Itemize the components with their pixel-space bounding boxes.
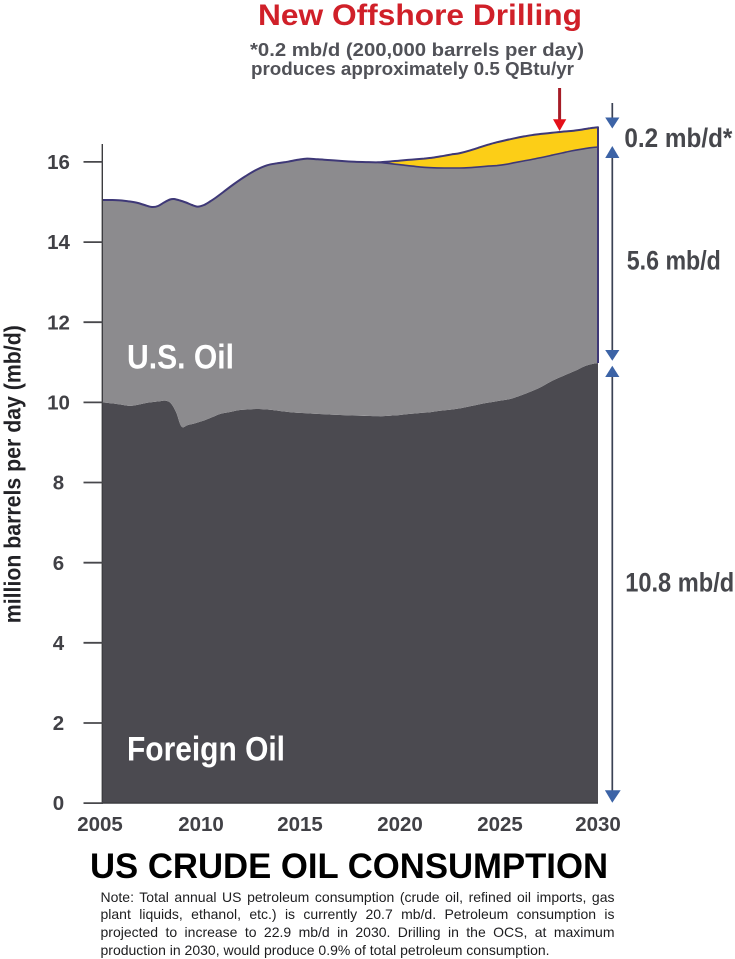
svg-text:5.6 mb/d: 5.6 mb/d (627, 246, 721, 276)
svg-text:10.8 mb/d: 10.8 mb/d (625, 568, 734, 598)
svg-text:2020: 2020 (377, 813, 423, 836)
svg-text:U.S. Oil: U.S. Oil (127, 339, 234, 377)
svg-text:produces approximately 0.5 QBt: produces approximately 0.5 QBtu/yr (251, 58, 574, 79)
svg-text:million barrels per day (mb/d): million barrels per day (mb/d) (0, 325, 26, 623)
svg-text:2: 2 (53, 712, 64, 735)
svg-text:4: 4 (53, 632, 65, 655)
svg-text:*0.2 mb/d (200,000 barrels per: *0.2 mb/d (200,000 barrels per day) (250, 39, 584, 60)
svg-text:2030: 2030 (575, 813, 621, 836)
svg-text:10: 10 (47, 392, 70, 415)
svg-text:2005: 2005 (77, 813, 123, 836)
svg-text:16: 16 (47, 151, 70, 174)
svg-text:2010: 2010 (178, 813, 224, 836)
svg-text:US CRUDE OIL CONSUMPTION: US CRUDE OIL CONSUMPTION (90, 847, 608, 886)
svg-text:14: 14 (47, 231, 70, 254)
svg-text:Foreign Oil: Foreign Oil (127, 731, 285, 769)
svg-text:6: 6 (53, 552, 64, 575)
svg-text:2025: 2025 (477, 813, 523, 836)
svg-text:0.2 mb/d*: 0.2 mb/d* (624, 123, 732, 153)
svg-text:0: 0 (53, 792, 64, 815)
svg-text:2015: 2015 (277, 813, 323, 836)
svg-text:New Offshore Drilling: New Offshore Drilling (258, 0, 582, 32)
svg-text:8: 8 (53, 472, 64, 495)
svg-text:12: 12 (47, 311, 70, 334)
